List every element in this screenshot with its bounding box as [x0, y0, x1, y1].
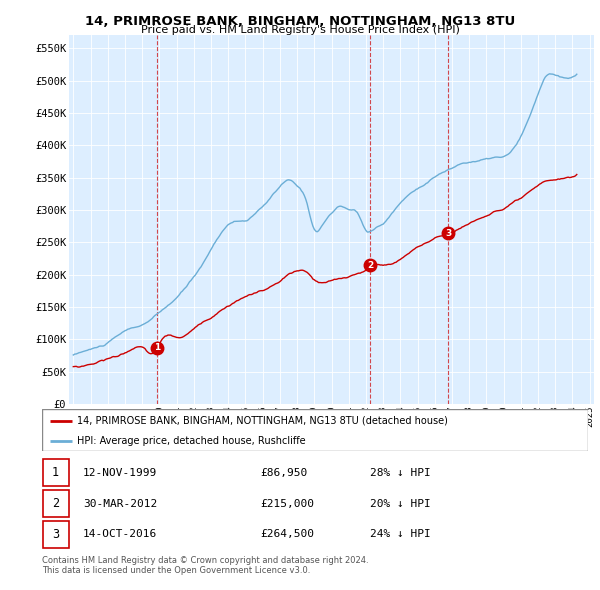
Text: 3: 3 [445, 228, 452, 238]
Text: 24% ↓ HPI: 24% ↓ HPI [370, 529, 430, 539]
Text: 14, PRIMROSE BANK, BINGHAM, NOTTINGHAM, NG13 8TU: 14, PRIMROSE BANK, BINGHAM, NOTTINGHAM, … [85, 15, 515, 28]
Text: £86,950: £86,950 [260, 468, 308, 478]
Text: 20% ↓ HPI: 20% ↓ HPI [370, 499, 430, 509]
Text: This data is licensed under the Open Government Licence v3.0.: This data is licensed under the Open Gov… [42, 566, 310, 575]
Bar [43, 490, 69, 517]
Text: 1: 1 [154, 343, 160, 352]
Text: 1: 1 [52, 466, 59, 479]
Text: 3: 3 [52, 528, 59, 541]
Text: 30-MAR-2012: 30-MAR-2012 [83, 499, 157, 509]
Text: 2: 2 [52, 497, 59, 510]
Bar [43, 521, 69, 548]
Bar [43, 460, 69, 486]
Text: HPI: Average price, detached house, Rushcliffe: HPI: Average price, detached house, Rush… [77, 436, 306, 445]
Text: 2: 2 [367, 261, 373, 270]
Text: £215,000: £215,000 [260, 499, 314, 509]
Text: 28% ↓ HPI: 28% ↓ HPI [370, 468, 430, 478]
Text: 14-OCT-2016: 14-OCT-2016 [83, 529, 157, 539]
Text: £264,500: £264,500 [260, 529, 314, 539]
Text: Contains HM Land Registry data © Crown copyright and database right 2024.: Contains HM Land Registry data © Crown c… [42, 556, 368, 565]
Text: Price paid vs. HM Land Registry's House Price Index (HPI): Price paid vs. HM Land Registry's House … [140, 25, 460, 35]
Text: 12-NOV-1999: 12-NOV-1999 [83, 468, 157, 478]
Text: 14, PRIMROSE BANK, BINGHAM, NOTTINGHAM, NG13 8TU (detached house): 14, PRIMROSE BANK, BINGHAM, NOTTINGHAM, … [77, 416, 448, 426]
